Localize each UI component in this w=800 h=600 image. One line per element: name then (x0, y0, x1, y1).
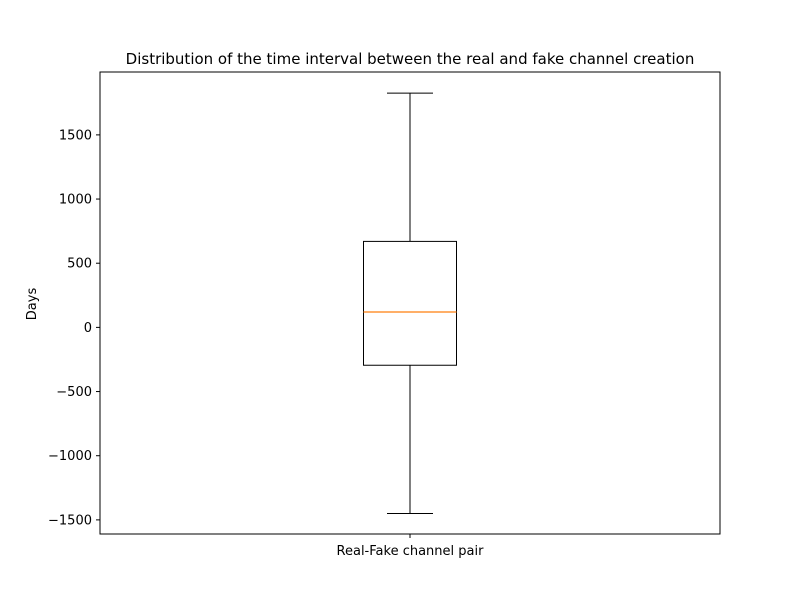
x-axis-ticks: Real-Fake channel pair (337, 534, 485, 559)
y-tick-label: −1000 (48, 449, 92, 464)
y-tick-label: 500 (67, 257, 92, 272)
plot-frame (99, 71, 721, 535)
y-axis-label: Days (25, 288, 40, 321)
interquartile-box (363, 240, 457, 366)
y-tick-label: 0 (84, 321, 92, 336)
x-tick-label: Real-Fake channel pair (337, 544, 485, 559)
y-tick-label: 1000 (59, 193, 92, 208)
y-tick-label: −500 (56, 385, 92, 400)
plot-area (363, 92, 457, 514)
box-group (363, 92, 457, 514)
chart-title: Distribution of the time interval betwee… (126, 50, 695, 68)
y-axis-ticks: −1500 −1000 −500 0 500 1000 1500 (48, 128, 100, 528)
y-tick-label: −1500 (48, 513, 92, 528)
y-tick-label: 1500 (59, 128, 92, 143)
